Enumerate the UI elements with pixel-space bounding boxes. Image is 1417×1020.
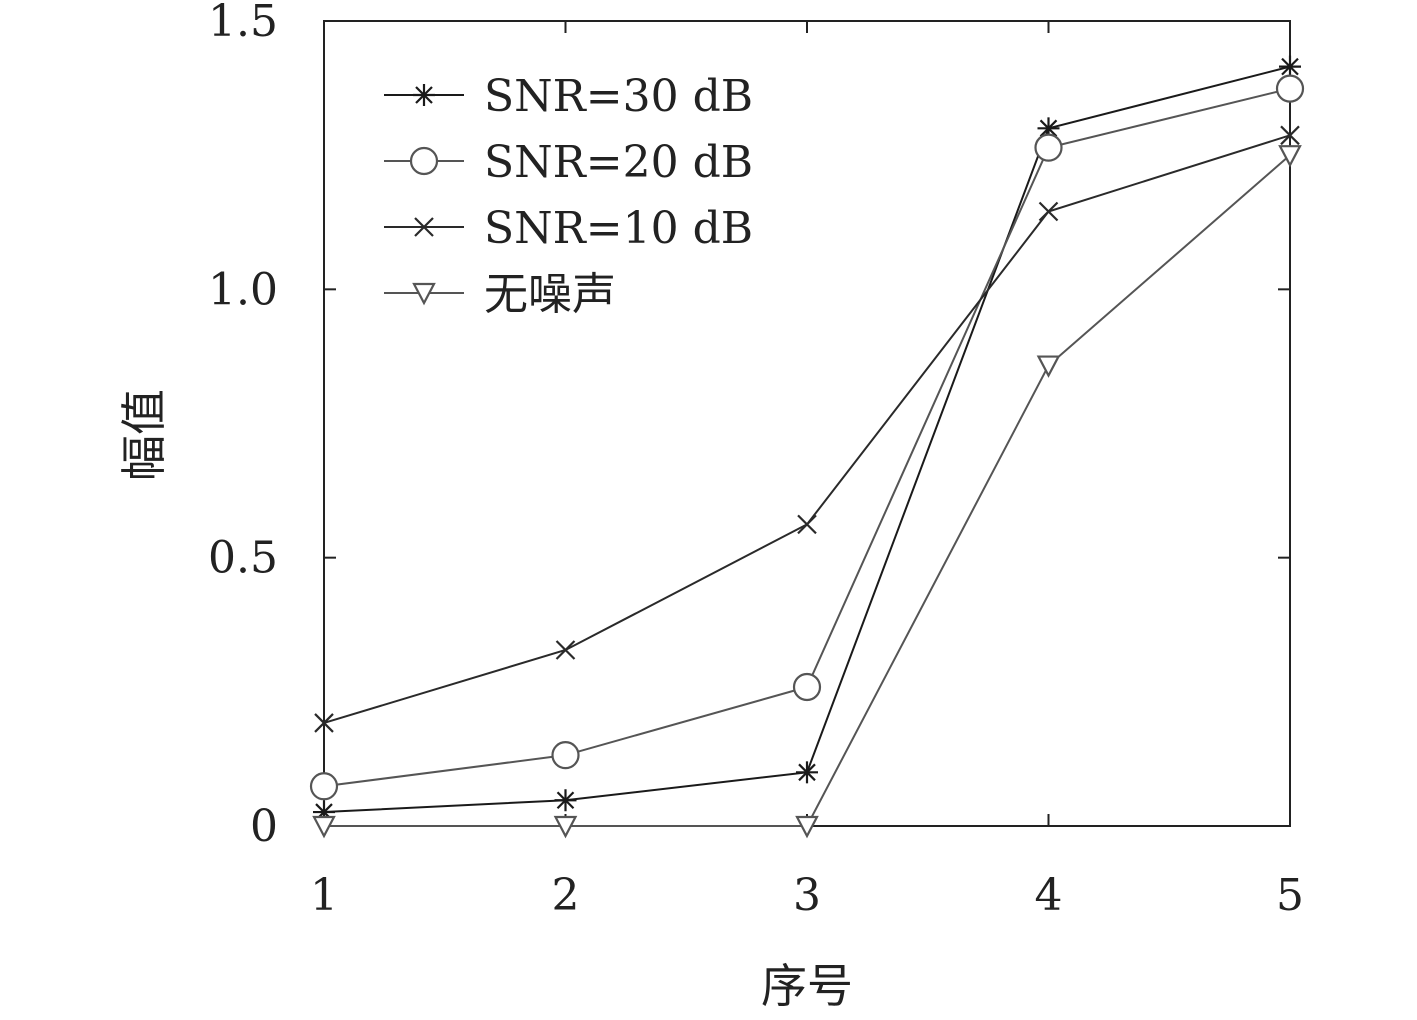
series-line	[323, 134, 1291, 724]
y-tick-label: 1.0	[208, 264, 278, 315]
triangle-marker	[1036, 355, 1061, 378]
y-tick-label: 0	[250, 801, 278, 852]
x-tick-label: 2	[552, 870, 580, 921]
data-point-asterisk	[413, 84, 435, 106]
triangle-marker	[795, 815, 819, 839]
data-point-circle	[551, 741, 580, 770]
x-stroke	[797, 514, 817, 535]
data-point-x	[414, 217, 434, 237]
data-point-triangle-down	[312, 815, 336, 839]
data-point-x	[555, 640, 576, 660]
x-stroke	[1038, 201, 1059, 222]
x-stroke	[314, 713, 334, 733]
data-point-triangle-down	[553, 815, 578, 839]
y-tick-label: 0.5	[208, 533, 278, 584]
circle-marker	[792, 672, 822, 702]
data-point-x	[314, 713, 334, 733]
data-point-circle	[1034, 133, 1063, 162]
data-point-circle	[1275, 74, 1305, 103]
data-point-asterisk	[1279, 55, 1301, 78]
plot-frame	[323, 20, 1291, 827]
asterisk-stroke	[415, 86, 433, 104]
x-stroke	[1280, 125, 1300, 146]
circle-marker	[551, 741, 580, 770]
legend-label: SNR=20 dB	[484, 137, 753, 188]
asterisk-stroke	[556, 791, 575, 810]
x-axis-label: 序号	[761, 959, 853, 1013]
data-point-asterisk	[1037, 117, 1060, 140]
y-tick-label: 1.5	[208, 0, 278, 47]
circle-marker	[1034, 133, 1063, 162]
data-point-triangle-down	[1036, 355, 1061, 378]
data-point-circle	[409, 146, 439, 176]
triangle-marker	[312, 815, 336, 839]
asterisk-stroke	[1281, 57, 1299, 76]
x-tick-label: 4	[1035, 870, 1063, 921]
asterisk-stroke	[1039, 119, 1058, 138]
legend-label: SNR=30 dB	[484, 71, 753, 122]
data-point-x	[1038, 201, 1059, 222]
data-point-triangle-down	[795, 815, 819, 839]
x-tick-label: 1	[310, 870, 338, 921]
data-point-circle	[309, 772, 339, 801]
series-line	[324, 154, 1291, 827]
asterisk-stroke	[798, 763, 816, 782]
triangle-marker	[553, 815, 578, 839]
data-point-triangle-down	[412, 282, 436, 306]
y-axis-label: 幅值	[117, 389, 171, 481]
data-point-circle	[792, 672, 822, 702]
data-point-asterisk	[796, 761, 818, 784]
data-point-x	[1280, 125, 1300, 146]
legend-label: SNR=10 dB	[484, 203, 753, 254]
data-point-x	[797, 514, 817, 535]
data-point-triangle-down	[1278, 145, 1302, 168]
x-stroke	[555, 640, 576, 660]
data-point-asterisk	[554, 789, 577, 812]
circle-marker	[1275, 74, 1305, 103]
triangle-marker	[1278, 145, 1302, 168]
triangle-marker	[412, 282, 436, 306]
x-stroke	[414, 217, 434, 237]
circle-marker	[309, 772, 339, 801]
circle-marker	[409, 146, 439, 176]
x-tick-label: 5	[1276, 870, 1304, 921]
x-tick-label: 3	[793, 870, 821, 921]
legend-label: 无噪声	[484, 269, 616, 320]
